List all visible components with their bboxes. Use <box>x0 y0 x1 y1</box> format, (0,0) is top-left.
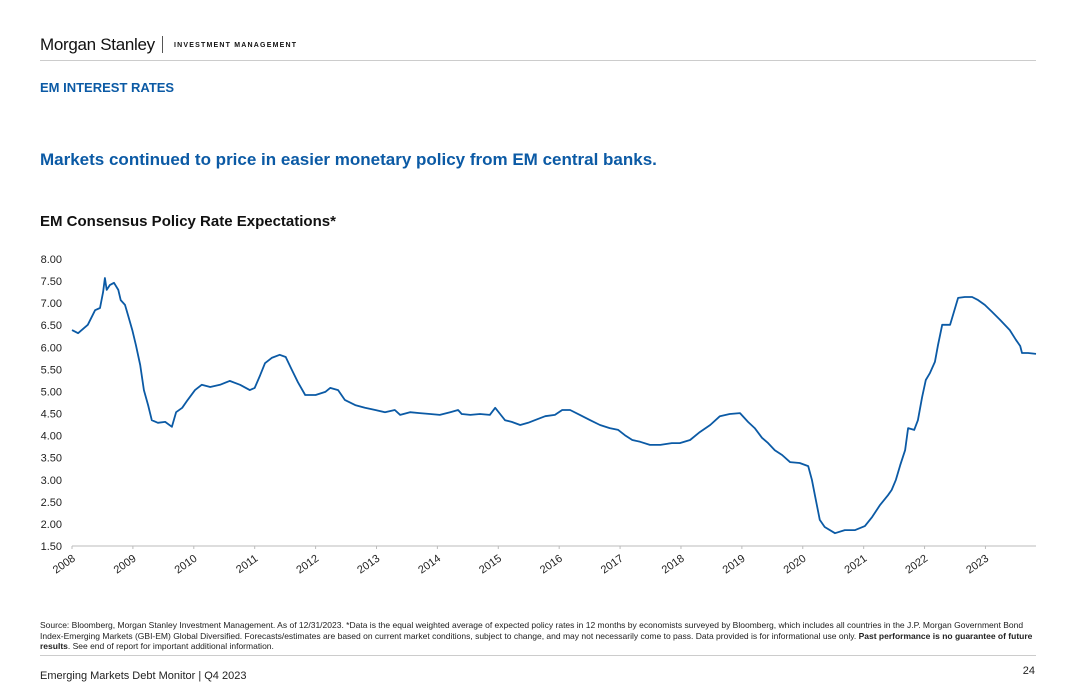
x-tick-label: 2023 <box>964 553 991 577</box>
y-tick-label: 6.00 <box>41 342 62 354</box>
chart: 1.50 2.00 2.50 3.00 3.50 4.00 4.50 5.00 5.50 6.00… <box>41 254 1037 577</box>
y-tick-label: 7.00 <box>41 298 62 310</box>
line <box>71 277 1037 535</box>
y-tick-label: 4.00 <box>41 431 62 443</box>
x-tick-label: 2010 <box>173 553 200 577</box>
headline: Markets continued to price in easier mon… <box>40 150 657 169</box>
divider <box>162 36 163 53</box>
section: EM INTEREST RATES <box>40 80 175 95</box>
x-tick-label: 2008 <box>51 553 78 577</box>
x-tick-label: 2012 <box>294 553 321 577</box>
page-number: 24 <box>1022 665 1035 677</box>
x-tick-label: 2011 <box>234 553 260 576</box>
y-tick-label: 5.00 <box>41 386 62 398</box>
footnote-bold: Past performance is no guarantee of futu… <box>40 630 1033 652</box>
x-tick-label: 2014 <box>416 553 443 577</box>
x-tick-label: 2022 <box>903 553 930 577</box>
x-tick-label: 2020 <box>782 553 809 577</box>
y-tick-label: 2.50 <box>41 497 62 509</box>
x-tick-label: 2016 <box>538 553 565 577</box>
y-tick-label: 2.00 <box>41 519 62 531</box>
footnote-text: Source: Bloomberg, Morgan Stanley Invest… <box>40 620 1024 641</box>
division: INVESTMENT MANAGEMENT <box>174 42 298 49</box>
chart-title: EM Consensus Policy Rate Expectations* <box>40 213 336 230</box>
footer-rule <box>40 655 1036 656</box>
y-tick-label: 7.50 <box>41 276 62 288</box>
x-tick-label: 2009 <box>112 553 139 577</box>
y-tick-label: 5.50 <box>41 364 62 376</box>
x-tick-label: 2018 <box>660 553 687 577</box>
brand: Morgan Stanley <box>40 35 155 54</box>
x-tick-label: 2017 <box>599 553 626 577</box>
y-tick-label: 3.50 <box>41 453 62 465</box>
y-tick-label: 3.00 <box>41 475 62 487</box>
footnote: Source: Bloomberg, Morgan Stanley Invest… <box>40 620 1035 652</box>
x-tick-label: 2019 <box>721 553 748 577</box>
header-rule <box>40 60 1036 61</box>
footnote-text: . See end of report for important additi… <box>67 641 274 651</box>
x-tick-label: 2013 <box>355 553 382 577</box>
x-tick-label: 2015 <box>477 553 504 577</box>
y-tick-label: 6.50 <box>41 320 62 332</box>
y-tick-label: 1.50 <box>41 541 62 553</box>
footer: Emerging Markets Debt Monitor | Q4 2023 <box>40 670 247 682</box>
x-tick-label: 2021 <box>842 553 869 577</box>
y-tick-label: 8.00 <box>41 254 62 266</box>
y-tick-label: 4.50 <box>41 409 62 421</box>
